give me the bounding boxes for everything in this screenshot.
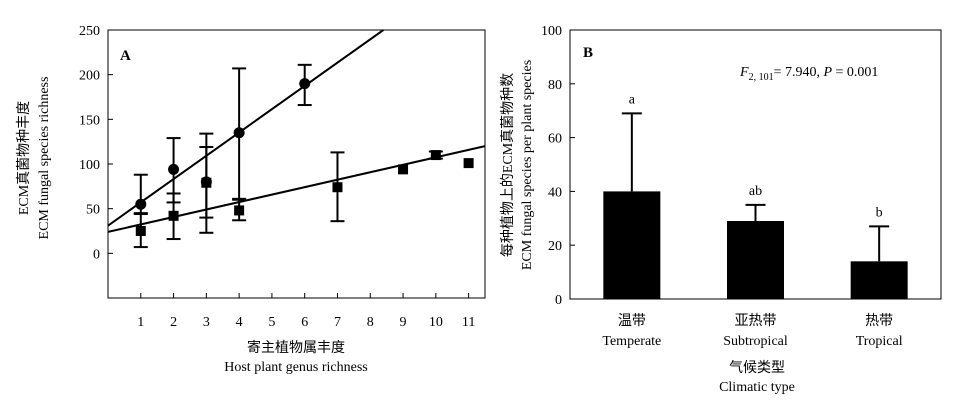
panel-a-xlabel-zh: 寄主植物属丰度 [247, 339, 345, 356]
category-label-zh: 亚热带 [735, 313, 777, 329]
x-tick-label: 8 [367, 315, 374, 330]
y-tick-label: 0 [93, 247, 100, 262]
data-point-square [332, 182, 343, 193]
data-point-circle [168, 163, 180, 175]
bar-subtropical [727, 220, 784, 299]
x-tick-label: 2 [170, 315, 177, 330]
panel-b-xlabel-zh: 气候类型 [729, 360, 785, 376]
panel-a-y-ticks: 0 50 100 150 200 250 [79, 24, 113, 262]
panel-b-ylabel-en: ECM fungal species per plant species [520, 60, 535, 270]
bar-temperate [603, 191, 661, 299]
x-tick-label: 7 [334, 315, 341, 330]
trendline-circle [107, 29, 384, 227]
panel-a-trendlines [107, 29, 486, 233]
panel-a-label: A [120, 48, 131, 64]
category-label-zh: 温带 [618, 313, 646, 329]
y-tick-label: 50 [86, 203, 100, 218]
panel-a-error-bars [133, 63, 443, 249]
data-point-square [463, 158, 474, 169]
stat-f-value: = 7.940, [774, 65, 824, 80]
panel-b: B F2, 101= 7.940, P = 0.001 0 20 40 60 80 100… [500, 24, 942, 395]
bar-tropical [850, 261, 908, 299]
data-point-square [398, 164, 409, 175]
data-point-circle [299, 78, 311, 90]
panel-a-xlabel-en: Host plant genus richness [224, 360, 367, 375]
significance-letter: a [629, 92, 636, 107]
panel-a-frame [107, 29, 486, 299]
x-tick-label: 9 [400, 315, 407, 330]
y-tick-label: 200 [79, 69, 100, 84]
panel-a: A 0 50 100 150 200 250 1 2 3 4 5 6 7 8 9 10 11 ECM真菌物种丰… [16, 24, 486, 375]
data-point-circle [233, 127, 245, 139]
x-tick-label: 5 [268, 315, 275, 330]
panel-b-ylabel-zh: 每种植物上的ECM真菌物种数 [500, 73, 516, 257]
panel-b-stat-annotation: F2, 101= 7.940, P = 0.001 [739, 65, 878, 83]
y-tick-label: 0 [555, 293, 562, 308]
y-tick-label: 100 [541, 24, 562, 39]
y-tick-label: 60 [548, 132, 562, 147]
panel-a-ylabel-zh: ECM真菌物种丰度 [16, 101, 32, 215]
y-tick-label: 250 [79, 24, 100, 39]
category-label-en: Subtropical [723, 334, 788, 349]
panel-a-x-ticks: 1 2 3 4 5 6 7 8 9 10 11 [137, 293, 475, 330]
category-label-zh: 热带 [865, 313, 893, 329]
x-tick-label: 11 [462, 315, 475, 330]
x-tick-label: 10 [429, 315, 443, 330]
x-tick-label: 1 [137, 315, 144, 330]
y-tick-label: 80 [548, 78, 562, 93]
trendline-square [107, 145, 486, 233]
panel-b-xlabel-en: Climatic type [719, 380, 795, 395]
y-tick-label: 150 [79, 113, 100, 128]
x-tick-label: 6 [301, 315, 308, 330]
panel-a-markers [135, 78, 474, 236]
category-label-en: Tropical [856, 334, 903, 349]
y-tick-label: 40 [548, 185, 562, 200]
significance-letter: ab [749, 184, 762, 199]
y-tick-label: 20 [548, 239, 562, 254]
panel-a-ylabel-en: ECM fungal species richness [37, 77, 52, 240]
panel-b-y-ticks: 0 20 40 60 80 100 [541, 24, 575, 308]
data-point-square [135, 226, 146, 236]
y-tick-label: 100 [79, 158, 100, 173]
significance-letter: b [876, 205, 883, 220]
data-point-square [430, 150, 441, 161]
x-tick-label: 3 [203, 315, 210, 330]
data-point-circle [135, 198, 147, 210]
data-point-square [168, 210, 179, 221]
x-tick-label: 4 [236, 315, 243, 330]
data-point-square [201, 177, 212, 188]
stat-df: 2, 101 [749, 72, 774, 83]
category-label-en: Temperate [602, 334, 661, 349]
panel-b-label: B [583, 45, 593, 61]
stat-f: F [739, 65, 749, 80]
panel-b-bars: a 温带 Temperate ab 亚热带 Subtropical b 热带 Tropical [602, 92, 908, 349]
stat-p-value: = 0.001 [832, 65, 878, 80]
stat-p: P [822, 65, 832, 80]
data-point-square [234, 205, 245, 216]
